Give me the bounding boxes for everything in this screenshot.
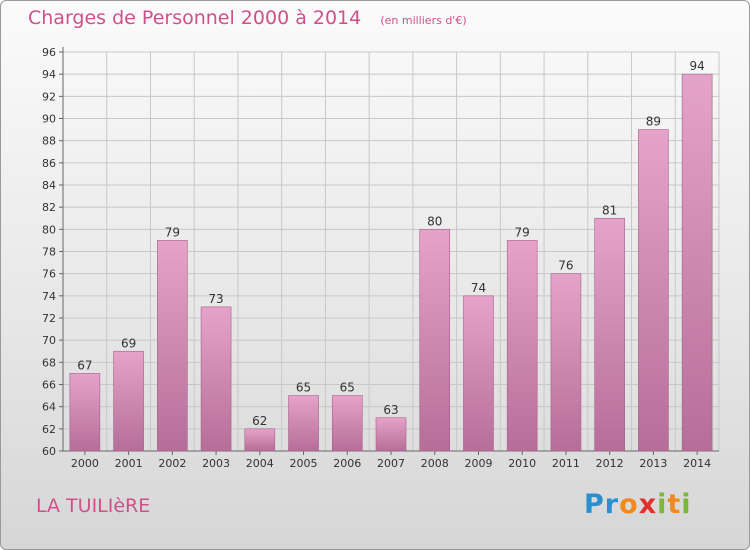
town-name: LA TUILIèRE — [36, 495, 151, 517]
data-label: 63 — [383, 403, 398, 417]
bar — [506, 240, 538, 452]
logo-letter: x — [638, 489, 658, 520]
y-tick-label: 74 — [42, 290, 56, 303]
bar — [244, 428, 276, 452]
bar — [550, 273, 582, 452]
data-label: 79 — [515, 225, 530, 239]
y-tick-label: 64 — [42, 401, 56, 414]
bar — [638, 129, 669, 452]
data-labels: 67 69 79 73 62 65 65 63 80 74 79 76 81 89 94 — [77, 59, 705, 428]
x-tick-label: 2006 — [333, 457, 361, 470]
tick-labels: 60 62 64 66 68 70 72 74 76 78 80 82 84 86 88 90 92 94 96 20… — [42, 46, 711, 470]
x-tick-label: 2007 — [377, 457, 405, 470]
chart-title: Charges de Personnel 2000 à 2014 — [28, 7, 362, 29]
x-tick-label: 2013 — [639, 457, 667, 470]
y-tick-label: 72 — [42, 312, 56, 325]
data-label: 73 — [208, 292, 223, 306]
y-tick-label: 96 — [42, 46, 56, 59]
y-tick-label: 86 — [42, 157, 56, 170]
y-tick-label: 80 — [42, 223, 56, 236]
logo-letter: t — [667, 489, 682, 520]
bar — [69, 373, 101, 452]
chart-subtitle: (en milliers d'€) — [380, 14, 467, 27]
data-label: 81 — [602, 203, 617, 217]
bar — [681, 73, 713, 452]
bar — [157, 240, 188, 452]
data-label: 80 — [427, 214, 442, 228]
title-row: Charges de Personnel 2000 à 2014 (en mil… — [28, 7, 467, 29]
x-tick-label: 2012 — [596, 457, 624, 470]
y-tick-label: 90 — [42, 113, 56, 126]
y-tick-label: 82 — [42, 201, 56, 214]
data-label: 65 — [340, 381, 355, 395]
y-tick-label: 92 — [42, 90, 56, 103]
data-label: 76 — [558, 259, 573, 273]
data-label: 69 — [121, 336, 136, 350]
x-tick-label: 2000 — [71, 457, 99, 470]
bar — [113, 350, 144, 452]
x-tick-label: 2008 — [421, 457, 449, 470]
y-tick-label: 66 — [42, 379, 56, 392]
y-tick-label: 88 — [42, 135, 56, 148]
proxiti-logo: Proxiti — [584, 489, 692, 520]
logo-letter: o — [619, 489, 639, 520]
logo-letter: i — [681, 489, 692, 520]
bar — [419, 229, 451, 452]
bar — [288, 395, 319, 452]
bar — [331, 395, 363, 452]
y-tick-label: 84 — [42, 179, 56, 192]
x-tick-label: 2005 — [290, 457, 318, 470]
x-tick-label: 2001 — [115, 457, 143, 470]
y-tick-label: 78 — [42, 246, 56, 259]
y-tick-label: 94 — [42, 68, 56, 81]
logo-letter: r — [604, 489, 620, 520]
logo-letter: i — [657, 489, 668, 520]
logo-letter: P — [584, 489, 605, 520]
bar — [375, 417, 407, 452]
x-tick-label: 2009 — [464, 457, 492, 470]
data-label: 62 — [252, 414, 267, 428]
x-tick-label: 2003 — [202, 457, 230, 470]
data-label: 67 — [77, 358, 92, 372]
bar — [463, 295, 494, 452]
x-tick-label: 2010 — [508, 457, 536, 470]
data-label: 94 — [689, 59, 704, 73]
y-tick-label: 68 — [42, 356, 56, 369]
data-label: 74 — [471, 281, 486, 295]
y-tick-label: 62 — [42, 423, 56, 436]
x-tick-label: 2004 — [246, 457, 274, 470]
y-tick-label: 76 — [42, 268, 56, 281]
bar — [200, 306, 232, 452]
y-tick-label: 60 — [42, 445, 56, 458]
x-tick-label: 2002 — [158, 457, 186, 470]
x-tick-label: 2014 — [683, 457, 711, 470]
bars — [69, 73, 713, 452]
x-tick-label: 2011 — [552, 457, 580, 470]
data-label: 65 — [296, 381, 311, 395]
data-label: 89 — [646, 115, 661, 129]
y-tick-label: 70 — [42, 334, 56, 347]
data-label: 79 — [165, 225, 180, 239]
bar — [594, 217, 625, 452]
